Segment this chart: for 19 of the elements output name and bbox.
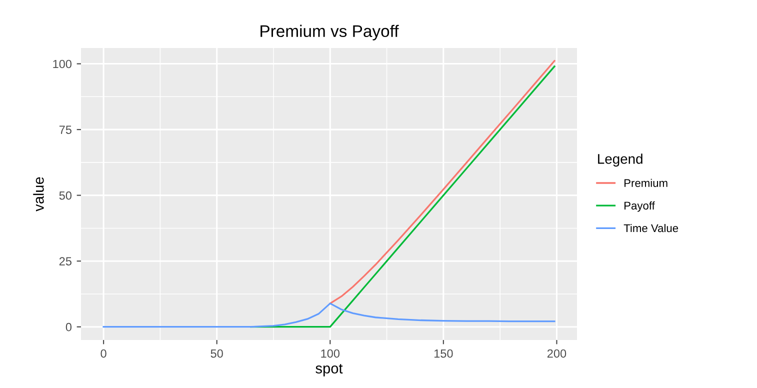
line-series: [102, 302, 556, 328]
y-tick-label: 75: [59, 126, 72, 134]
y-axis-title: value: [33, 177, 44, 212]
line-series: [329, 60, 556, 304]
x-tick-label: 150: [434, 349, 453, 358]
legend-label: Premium: [624, 178, 668, 187]
y-tick-label: 0: [66, 322, 72, 332]
y-tick-label: 25: [59, 257, 72, 266]
legend-label: Time Value: [624, 224, 678, 232]
x-tick-label: 50: [210, 349, 223, 358]
legend-title: Legend: [598, 154, 642, 167]
x-tick-label: 0: [100, 349, 106, 358]
y-tick-label: 100: [53, 60, 72, 68]
y-tick-label: 50: [59, 191, 72, 200]
x-tick-label: 200: [547, 349, 566, 358]
legend-label: Payoff: [624, 201, 655, 212]
x-axis-title: spot: [316, 364, 343, 376]
x-tick-label: 100: [321, 349, 340, 358]
chart-title: Premium vs Payoff: [260, 24, 399, 40]
